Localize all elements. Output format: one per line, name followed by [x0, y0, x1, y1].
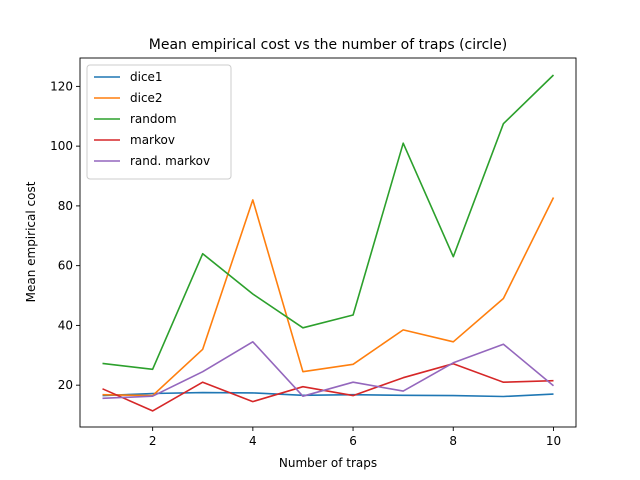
legend-box: [86, 64, 232, 180]
x-tick-label: 10: [546, 434, 561, 448]
legend: dice1 dice2 random markov rand. markov: [86, 64, 232, 180]
x-tick-label: 4: [249, 434, 257, 448]
x-tick-label: 8: [449, 434, 457, 448]
series-layer: [102, 74, 555, 412]
legend-label: rand. markov: [130, 154, 210, 168]
y-tick-label: 20: [58, 378, 73, 392]
x-axis: 2 4 6 8 10: [149, 427, 561, 448]
y-axis: 20 40 60 80 100 120: [50, 79, 80, 392]
y-tick-label: 60: [58, 259, 73, 273]
x-tick-label: 2: [149, 434, 157, 448]
y-tick-label: 100: [50, 139, 73, 153]
series-line-dice1: [102, 391, 554, 398]
x-tick-label: 6: [349, 434, 357, 448]
series-line-markov: [102, 362, 554, 412]
legend-label: random: [130, 112, 177, 126]
legend-label: dice2: [130, 91, 163, 105]
legend-label: markov: [130, 133, 175, 147]
y-tick-label: 40: [58, 318, 73, 332]
plot-area-frame: [79, 57, 577, 428]
legend-label: dice1: [130, 70, 163, 84]
series-line-dice2: [102, 197, 555, 397]
chart-title: Mean empirical cost vs the number of tra…: [149, 37, 507, 53]
x-axis-label: Number of traps: [279, 456, 377, 470]
y-axis-label: Mean empirical cost: [24, 181, 38, 302]
y-tick-label: 80: [58, 199, 73, 213]
series-line-rand-markov: [102, 340, 555, 400]
y-tick-label: 120: [50, 79, 73, 93]
series-line-random: [102, 74, 555, 371]
